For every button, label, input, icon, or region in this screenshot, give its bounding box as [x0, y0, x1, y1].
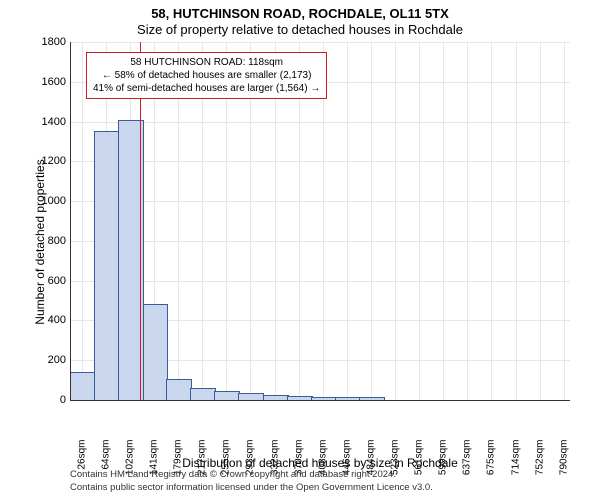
copyright-line2: Contains public sector information licen…: [70, 482, 433, 494]
histogram-bar: [166, 379, 192, 400]
y-tick-label: 400: [26, 314, 66, 326]
histogram-bar: [143, 304, 169, 400]
y-tick-label: 1600: [26, 76, 66, 88]
histogram-bar: [190, 388, 216, 400]
y-tick-label: 1400: [26, 116, 66, 128]
histogram-bar: [94, 131, 120, 401]
annotation-line: ← 58% of detached houses are smaller (2,…: [93, 69, 320, 82]
y-tick-label: 600: [26, 275, 66, 287]
annotation-box: 58 HUTCHINSON ROAD: 118sqm← 58% of detac…: [86, 52, 327, 99]
copyright-line1: Contains HM Land Registry data © Crown c…: [70, 469, 433, 481]
y-tick-label: 0: [26, 394, 66, 406]
title-address: 58, HUTCHINSON ROAD, ROCHDALE, OL11 5TX: [0, 6, 600, 21]
plot-area: Number of detached properties 0200400600…: [70, 42, 570, 400]
y-tick-label: 200: [26, 354, 66, 366]
annotation-line: 41% of semi-detached houses are larger (…: [93, 82, 320, 95]
histogram-bar: [70, 372, 96, 400]
y-tick-label: 1200: [26, 155, 66, 167]
histogram-bar: [238, 393, 264, 400]
title-subtitle: Size of property relative to detached ho…: [0, 22, 600, 37]
x-axis: [70, 400, 570, 401]
y-axis: [70, 42, 71, 400]
y-tick-label: 1000: [26, 195, 66, 207]
annotation-line: 58 HUTCHINSON ROAD: 118sqm: [93, 56, 320, 69]
copyright-notice: Contains HM Land Registry data © Crown c…: [70, 469, 433, 494]
histogram-bar: [214, 391, 240, 400]
x-axis-label: Distribution of detached houses by size …: [70, 456, 570, 470]
chart-container: 58, HUTCHINSON ROAD, ROCHDALE, OL11 5TX …: [0, 0, 600, 500]
y-tick-label: 1800: [26, 36, 66, 48]
y-tick-label: 800: [26, 235, 66, 247]
